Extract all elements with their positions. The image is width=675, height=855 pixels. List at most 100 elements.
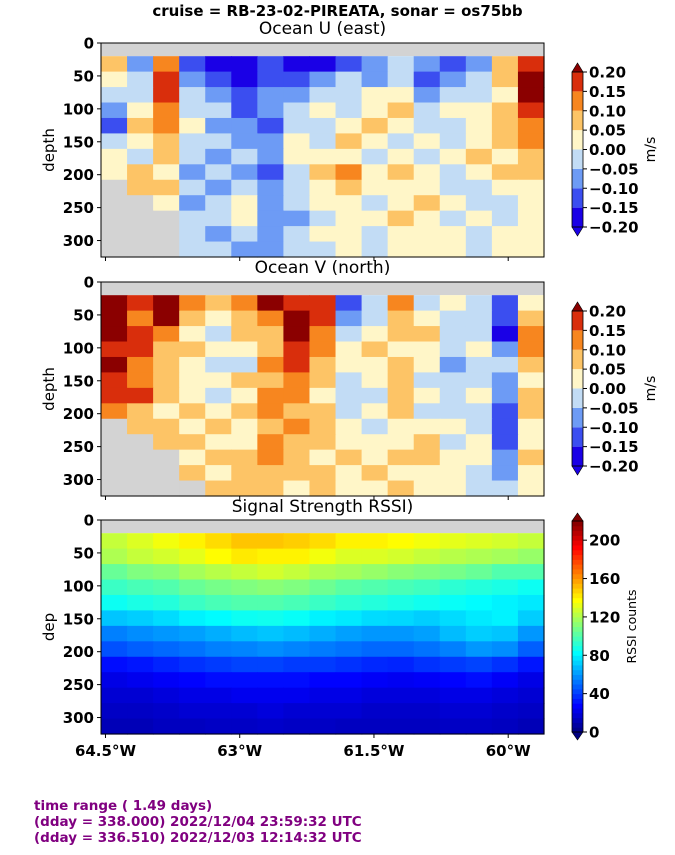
y-tick-label: 250	[63, 438, 94, 456]
heatmap-cell	[231, 579, 258, 596]
heatmap-cell	[517, 326, 545, 343]
heatmap-cell	[491, 718, 519, 735]
heatmap-cell	[257, 610, 285, 627]
heatmap-cell	[205, 687, 232, 704]
heatmap-cell	[153, 579, 180, 596]
colorbar-band	[572, 369, 583, 389]
heatmap-cell	[127, 241, 154, 258]
heatmap-cell	[283, 656, 311, 673]
heatmap-cell	[517, 164, 545, 181]
x-tick-label: 61.5°W	[343, 742, 405, 760]
heatmap-cell	[387, 241, 415, 258]
heatmap-cell	[205, 295, 232, 312]
heatmap-cell	[127, 403, 154, 420]
colorbar-tick-label: 0.10	[589, 102, 626, 120]
heatmap-cell	[127, 133, 154, 150]
heatmap-cell	[439, 133, 467, 150]
heatmap-cell	[205, 179, 232, 196]
colorbar-band	[572, 636, 583, 642]
y-tick-label: 50	[73, 544, 94, 562]
heatmap-cell	[101, 610, 128, 627]
heatmap-cell	[179, 434, 206, 451]
heatmap-cell	[231, 372, 258, 389]
heatmap-cell	[257, 687, 285, 704]
heatmap-cell	[257, 372, 285, 389]
heatmap-cell	[153, 703, 180, 720]
heatmap-cell	[361, 403, 389, 420]
heatmap-cell	[283, 102, 311, 119]
heatmap-cell	[205, 387, 232, 404]
colorbar-end-max	[571, 512, 584, 522]
heatmap-cell	[153, 356, 180, 374]
heatmap-cell	[283, 403, 311, 420]
heatmap-cell	[465, 372, 493, 389]
heatmap-cell	[465, 195, 493, 212]
heatmap-cell	[491, 356, 519, 374]
heatmap-cell	[335, 718, 363, 735]
heatmap-cell	[231, 465, 258, 482]
colorbar-band	[572, 446, 583, 466]
heatmap-cell	[439, 718, 467, 735]
heatmap-cell	[465, 341, 493, 358]
heatmap-cell	[465, 625, 493, 642]
heatmap-cell	[361, 87, 389, 104]
heatmap-cell	[231, 87, 258, 104]
colorbar-band	[572, 530, 583, 536]
heatmap-cell	[257, 87, 285, 104]
heatmap-cell	[179, 403, 206, 420]
heatmap-cell	[257, 210, 285, 227]
heatmap-cell	[361, 356, 389, 374]
y-tick-label: 100	[63, 577, 94, 595]
heatmap-cell	[309, 71, 337, 88]
heatmap-cell	[491, 387, 519, 404]
heatmap-cell	[361, 594, 389, 612]
colorbar-band	[572, 207, 583, 227]
heatmap-cell	[439, 434, 467, 451]
heatmap-cell	[153, 687, 180, 704]
heatmap-cell	[283, 418, 311, 435]
y-tick-label: 0	[84, 512, 94, 530]
heatmap-cell	[127, 117, 154, 135]
heatmap-cell	[309, 465, 337, 482]
heatmap-cell	[361, 703, 389, 720]
heatmap-cell	[361, 195, 389, 212]
heatmap-cell	[335, 210, 363, 227]
y-axis-label: depth	[40, 128, 58, 172]
colorbar-tick-label: −0.05	[589, 160, 639, 178]
heatmap-cell	[491, 625, 519, 642]
heatmap-cell	[179, 56, 206, 73]
heatmap-cell	[205, 210, 232, 227]
heatmap-cell	[283, 87, 311, 104]
heatmap-cell	[257, 164, 285, 181]
heatmap-cell	[231, 71, 258, 88]
heatmap-cell	[205, 195, 232, 212]
colorbar-band	[572, 349, 583, 370]
heatmap-cell	[491, 310, 519, 327]
heatmap-cell	[231, 672, 258, 689]
heatmap-cell	[413, 56, 441, 73]
colorbar-band	[572, 722, 583, 728]
y-axis-label: dep	[40, 613, 58, 641]
heatmap-cell	[517, 403, 545, 420]
heatmap-cell	[439, 548, 467, 565]
heatmap-cell	[257, 403, 285, 420]
heatmap-cell	[361, 117, 389, 135]
y-tick-label: 50	[73, 67, 94, 85]
heatmap-cell	[309, 341, 337, 358]
heatmap-cell	[361, 672, 389, 689]
heatmap-cell	[387, 148, 415, 165]
heatmap-cell	[491, 672, 519, 689]
heatmap-cell	[517, 56, 545, 73]
colorbar-tick-label: 80	[589, 647, 610, 665]
heatmap-cell	[257, 56, 285, 73]
colorbar-band	[572, 110, 583, 131]
heatmap-cell	[387, 480, 415, 497]
y-tick-label: 300	[63, 471, 94, 489]
heatmap-cell	[387, 87, 415, 104]
heatmap-cell	[179, 718, 206, 735]
colorbar-tick-label: 0.10	[589, 341, 626, 359]
heatmap-cell	[205, 241, 232, 258]
heatmap-cell	[101, 672, 128, 689]
heatmap-cell	[153, 241, 180, 258]
heatmap-cell	[465, 564, 493, 581]
